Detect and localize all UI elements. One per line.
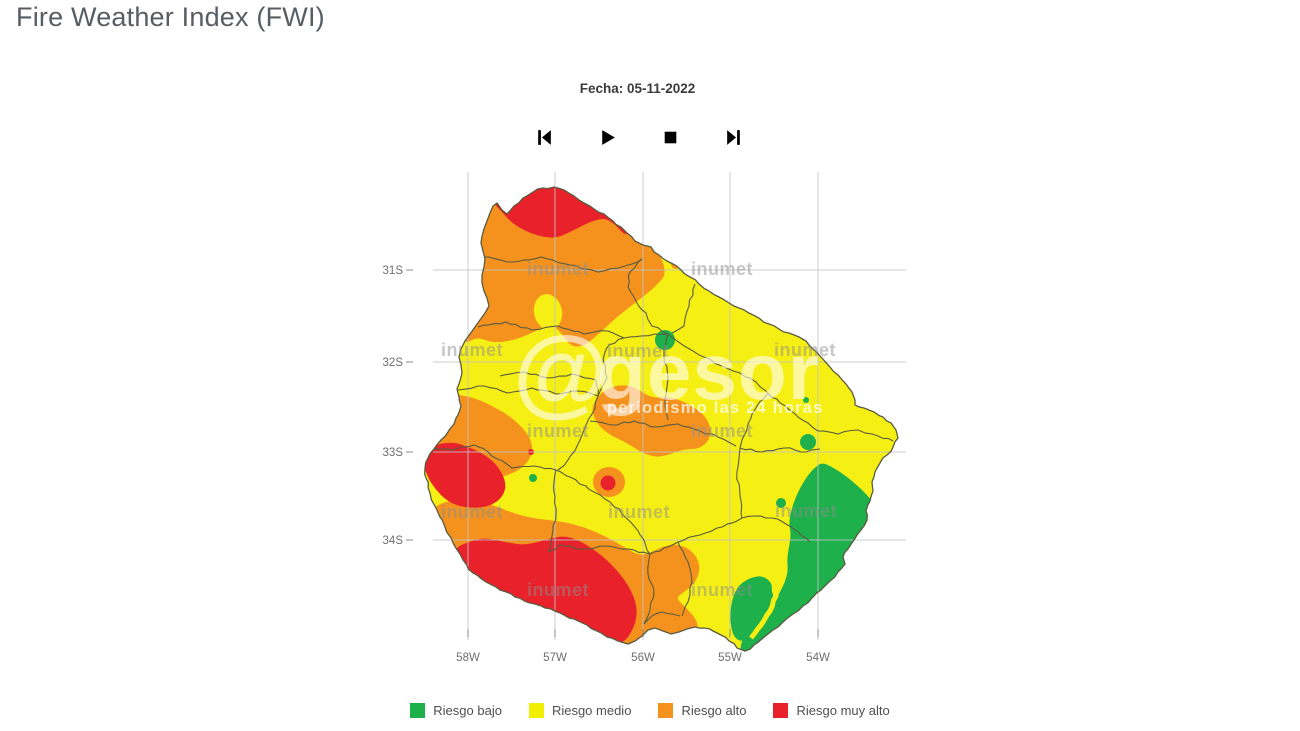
region-low-dot [776,498,786,508]
lon-tick-label: 57W [543,652,567,664]
inumet-watermark: inumet inumet inumet inumet inumet inumet inum… [441,259,837,600]
legend-swatch-low [410,703,426,718]
lon-tick-label: 55W [718,652,742,664]
play-button[interactable] [596,126,619,149]
risk-legend: Riesgo bajo Riesgo medio Riesgo alto Rie… [370,703,930,718]
region-high-center [592,385,711,457]
inumet-watermark-text: inumet [527,580,589,600]
region-low-dot [803,397,809,403]
legend-item-low: Riesgo bajo [410,703,502,718]
inumet-watermark-text: inumet [691,259,753,279]
lat-tick-label: 32S [383,357,404,369]
lat-tick-label: 33S [383,447,404,459]
legend-label-high: Riesgo alto [681,703,747,718]
skip-end-icon [727,130,740,145]
legend-swatch-very-high [773,703,789,718]
department-borders [427,256,894,625]
region-very-high-southcoast [456,536,637,644]
skip-end-button[interactable] [722,126,745,149]
region-medium-channel [749,562,781,640]
legend-item-high: Riesgo alto [658,703,746,718]
lon-tick-label: 54W [806,652,830,664]
inumet-watermark-text: inumet [608,502,670,522]
skip-start-button[interactable] [533,126,556,149]
inumet-watermark-text: inumet [775,501,837,521]
region-high-north [451,187,665,347]
legend-item-medium: Riesgo medio [528,703,632,718]
inumet-watermark-text: inumet [441,340,503,360]
region-very-high-southwest [424,442,506,508]
playback-controls [533,126,745,149]
lat-tick-label: 31S [383,265,404,277]
legend-item-very-high: Riesgo muy alto [773,703,890,718]
lon-tick-label: 56W [631,652,655,664]
inumet-watermark-text: inumet [691,421,753,441]
country-outline [424,186,899,652]
play-icon [602,130,615,145]
region-very-high-spot [600,475,616,491]
inumet-watermark-text: inumet [691,580,753,600]
date-label: Fecha: 05-11-2022 [579,81,696,96]
legend-label-medium: Riesgo medio [551,703,632,718]
lon-tick-label: 58W [456,652,480,664]
gesor-at-symbol: @ [513,316,609,426]
inumet-watermark-text: inumet [527,259,589,279]
page-title: Fire Weather Index (FWI) [16,2,325,32]
region-low-southeast [740,463,883,651]
inumet-watermark-text: inumet [607,341,669,361]
region-high-speck [517,445,525,453]
legend-label-very-high: Riesgo muy alto [796,703,890,718]
stop-icon [664,131,677,144]
inumet-watermark-text: inumet [441,502,503,522]
legend-swatch-medium [528,703,544,718]
lat-tick-label: 34S [383,535,404,547]
inumet-watermark-text: inumet [527,421,589,441]
region-low-dot [800,434,816,450]
gesor-name: gesor [597,327,820,416]
map-grid: 58W 57W 56W 55W 54W 31S 32S 33S 34S [383,172,906,664]
legend-label-low: Riesgo bajo [433,703,502,718]
gesor-tagline: periodismo las 24 horas [607,399,824,417]
region-low-dot [529,474,537,482]
legend-swatch-high [658,703,674,718]
region-low-south-lobe [730,576,774,641]
inumet-watermark-text: inumet [774,340,836,360]
stop-button[interactable] [659,126,682,149]
skip-start-icon [538,130,551,145]
